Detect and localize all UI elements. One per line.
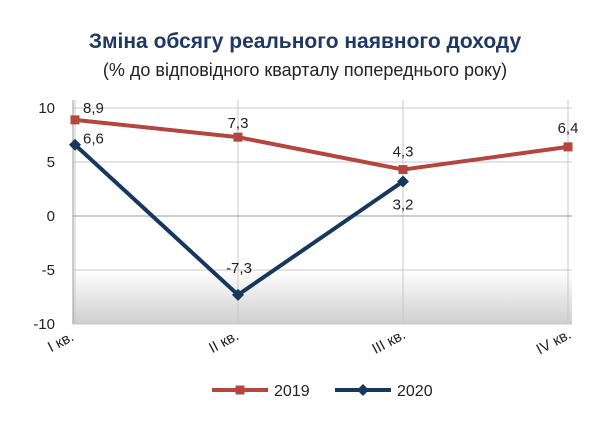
series-line-2019 (74, 117, 569, 172)
data-label: 6,6 (83, 131, 104, 148)
data-label: 7,3 (228, 115, 249, 132)
legend-marker-2020 (357, 384, 369, 396)
y-tick-label: -10 (33, 316, 55, 333)
data-label: 8,9 (83, 100, 104, 117)
legend-item-2019: 2019 (212, 383, 310, 400)
data-label: -7,3 (226, 260, 252, 277)
y-tick-label: 10 (38, 100, 55, 117)
legend-marker-2019 (235, 385, 245, 395)
legend-label-2019: 2019 (274, 383, 310, 400)
y-tick-label: -5 (42, 262, 55, 279)
data-point-2020 (397, 175, 409, 188)
data-label: 6,4 (558, 120, 579, 137)
x-tick-label: IV кв. (534, 326, 575, 358)
chart-subtitle: (% до відповідного кварталу попереднього… (102, 60, 508, 80)
data-point-2019 (398, 165, 408, 175)
data-point-2020 (232, 288, 244, 301)
data-label: 4,3 (393, 144, 414, 161)
x-tick-label: II кв. (206, 327, 242, 357)
chart-title: Зміна обсягу реального наявного доходу (88, 30, 522, 53)
y-tick-label: 5 (47, 154, 55, 171)
data-point-2019 (233, 132, 243, 142)
x-tick-label: III кв. (369, 326, 408, 358)
data-label: 3,2 (393, 196, 414, 213)
legend-label-2020: 2020 (397, 383, 433, 400)
data-point-2019 (563, 142, 573, 152)
data-point-2020 (69, 138, 81, 151)
y-tick-label: 0 (47, 208, 55, 225)
data-point-2019 (70, 115, 80, 125)
legend-item-2020: 2020 (335, 383, 433, 400)
